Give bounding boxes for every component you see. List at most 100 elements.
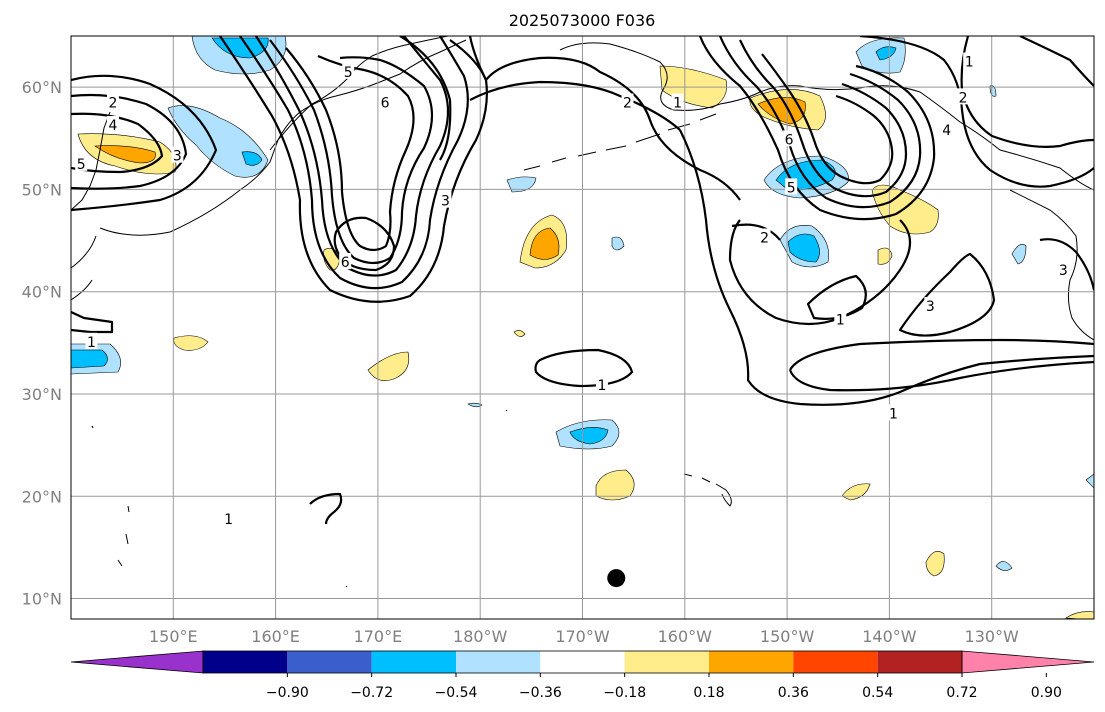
lat-tick-label: 20°N — [22, 487, 62, 506]
contour-label: 4 — [942, 123, 951, 139]
colorbar-swatch — [709, 651, 794, 673]
contour-label-bg — [671, 93, 684, 110]
contour-line — [71, 311, 114, 334]
shading-patch — [173, 335, 209, 351]
colorbar-tick-label: 0.54 — [862, 685, 893, 701]
lon-axis-labels: 150°E 160°E 170°E 180°W 170°W 160°W 150°W 140°W… — [149, 627, 1019, 646]
colorbar-swatch — [540, 651, 625, 673]
contour-label-bg — [887, 404, 900, 421]
colorbar-swatch — [371, 651, 456, 673]
colorbar-swatch — [624, 651, 709, 673]
lon-tick-label: 140°W — [862, 627, 917, 646]
shading-patch — [875, 46, 897, 61]
lon-tick-label: 170°E — [354, 627, 403, 646]
contour-line — [731, 223, 781, 241]
colorbar-tick-label: −0.36 — [519, 685, 562, 701]
contour-label: 1 — [889, 406, 898, 422]
contour-label: 3 — [173, 149, 182, 165]
lat-axis-labels: 10°N 20°N 30°N 40°N 50°N 60°N — [22, 78, 62, 608]
lon-tick-label: 160°E — [251, 627, 300, 646]
contour-line — [309, 492, 343, 525]
coastline-islands — [91, 409, 508, 588]
contour-label: 5 — [344, 65, 353, 81]
lat-tick-label: 50°N — [22, 180, 62, 199]
lat-tick-label: 10°N — [22, 590, 62, 609]
coastline-alaska — [559, 42, 1094, 191]
coastline-hawaii — [683, 473, 732, 507]
contour-line — [239, 36, 469, 290]
contour-line — [806, 274, 867, 320]
lon-tick-label: 160°W — [658, 627, 713, 646]
colorbar-swatch — [203, 651, 288, 673]
lon-tick-label: 150°W — [760, 627, 815, 646]
lon-tick-label: 130°W — [965, 627, 1020, 646]
colorbar-extend-high — [961, 650, 1095, 674]
contour-line — [960, 36, 1094, 148]
contour-line — [71, 93, 188, 190]
contour-label-bg — [75, 154, 88, 171]
contour-label-bg — [379, 93, 392, 110]
contour-label: 4 — [108, 118, 117, 134]
shading-patch — [367, 351, 410, 381]
colorbar-extend-low — [70, 650, 204, 674]
contour-label: 6 — [381, 95, 390, 111]
contour-line — [739, 39, 908, 198]
lon-tick-label: 180°W — [453, 627, 508, 646]
shading-patch — [94, 145, 156, 164]
graticule — [71, 36, 1094, 619]
map-frame — [70, 35, 1095, 620]
shading-patch — [529, 227, 560, 260]
contour-line — [718, 36, 922, 209]
lat-tick-label: 30°N — [22, 385, 62, 404]
contour-label: 1 — [597, 378, 606, 394]
contour-label: 1 — [87, 335, 96, 351]
colorbar-tick-label: 0.90 — [1031, 685, 1062, 701]
contour-line — [1019, 36, 1094, 87]
shading-patch — [787, 233, 820, 263]
shading-patch — [871, 184, 939, 235]
colorbar-tick-label: −0.72 — [350, 685, 393, 701]
contour-label: 5 — [77, 157, 86, 173]
contour-label: 6 — [785, 132, 794, 148]
shading-patch — [241, 151, 263, 166]
contour-label: 6 — [341, 255, 350, 271]
contour-line — [898, 252, 996, 337]
lat-tick-label: 60°N — [22, 78, 62, 97]
shading-patch — [1065, 611, 1094, 619]
contour-label-bg — [758, 228, 771, 245]
contour-line — [679, 129, 1094, 406]
lon-tick-label: 170°W — [555, 627, 610, 646]
contour-line — [1039, 238, 1094, 291]
contour-lines — [71, 36, 1094, 525]
contour-line — [698, 36, 936, 221]
shading-patch — [611, 236, 625, 251]
location-marker — [607, 569, 626, 588]
contour-label: 3 — [441, 194, 450, 210]
contour-label-bg — [595, 375, 608, 392]
lon-tick-label: 150°E — [149, 627, 198, 646]
colorbar-tick-label: −0.90 — [266, 685, 309, 701]
colorbar-tick-label: 0.18 — [693, 685, 724, 701]
map-area: 1 2 4 6 5 2 1 3 1 3 1 1 1 2 4 5 3 5 6 3 6 2 1 — [71, 36, 1094, 619]
lat-tick-label: 40°N — [22, 283, 62, 302]
colorbar-swatch — [456, 651, 541, 673]
coastlines — [71, 36, 1094, 588]
contour-label: 2 — [623, 95, 632, 111]
shading-patch — [595, 469, 635, 501]
contour-label: 2 — [959, 90, 968, 106]
colorbar-tick-label: 0.36 — [778, 685, 809, 701]
contour-label: 1 — [224, 512, 233, 528]
contour-label-bg — [439, 191, 452, 208]
contour-label: 3 — [1059, 263, 1068, 279]
colorbar-swatch — [287, 651, 372, 673]
colorbar: −0.90 −0.72 −0.54 −0.36 −0.18 0.18 0.36 0.54 0.7… — [70, 650, 1095, 701]
contour-label-bg — [834, 310, 847, 327]
coastline-asia — [71, 39, 467, 301]
contour-label: 1 — [836, 312, 845, 328]
contour-label-bg — [785, 178, 798, 195]
colorbar-swatch — [877, 651, 962, 673]
contour-label: 5 — [787, 180, 796, 196]
contour-label: 2 — [760, 230, 769, 246]
shading-patch — [995, 561, 1013, 571]
shading-patch — [925, 551, 945, 577]
